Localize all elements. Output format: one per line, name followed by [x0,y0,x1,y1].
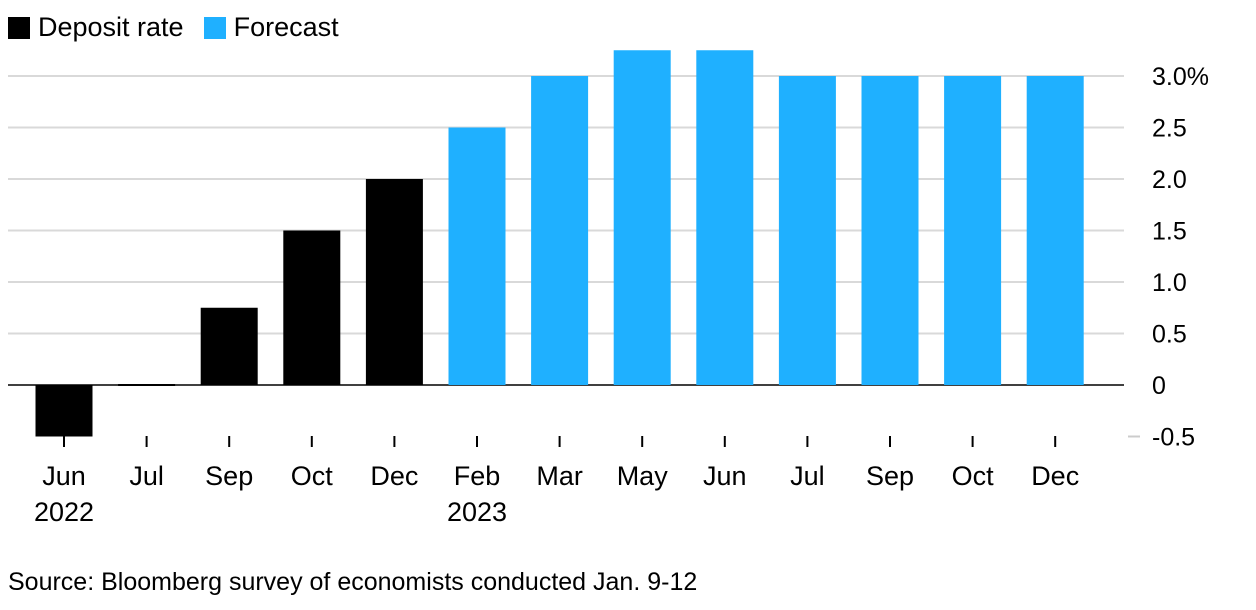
xtick-label: Mar [536,461,583,491]
ytick-label: 3.0% [1152,63,1209,91]
bar-deposit-rate [200,307,258,385]
legend-item-forecast: Forecast [203,12,339,43]
bar-forecast [696,50,754,385]
bar-forecast [861,76,919,385]
ytick-label: 1.5 [1152,218,1187,246]
legend-label-deposit-rate: Deposit rate [38,12,184,42]
xtick-label: Sep [866,461,914,491]
xtick-label: Feb [454,461,501,491]
bar-deposit-rate [35,385,93,437]
source-note: Source: Bloomberg survey of economists c… [8,568,698,596]
ytick-label: -0.5 [1152,424,1195,452]
ytick-label: 1.0 [1152,269,1187,297]
bar-forecast [944,76,1002,385]
bar-forecast [778,76,836,385]
bar-deposit-rate [283,230,341,385]
bar-forecast [1026,76,1084,385]
year-label: 2022 [34,497,94,527]
xtick-label: Jul [129,461,164,491]
legend: Deposit rate Forecast [8,12,359,43]
xtick-label: Jun [42,461,86,491]
xtick-label: May [617,461,669,491]
ytick-label: 2.0 [1152,166,1187,194]
bar-forecast [531,76,589,385]
year-label: 2023 [447,497,507,527]
xtick-label: Dec [1031,461,1079,491]
xtick-label: Dec [370,461,418,491]
xtick-label: Oct [291,461,334,491]
xtick-label: Jul [790,461,825,491]
bar-deposit-rate [365,179,423,385]
bar-deposit-rate [118,384,176,386]
xtick-label: Sep [205,461,253,491]
bar-chart: -0.5 0 0.5 1.0 1.5 2.0 2.5 3.0% Jun 2022 Jul Sep Oct… [8,50,1209,527]
legend-label-forecast: Forecast [233,12,339,42]
xtick-label: Oct [952,461,995,491]
ytick-label: 0.5 [1152,321,1187,349]
bar-forecast [448,127,506,385]
xtick-label: Jun [703,461,747,491]
legend-swatch-forecast [203,16,226,39]
ytick-label: 0 [1152,372,1166,400]
ytick-label: 2.5 [1152,115,1187,143]
legend-swatch-deposit-rate [8,16,30,39]
bar-forecast [613,50,671,385]
legend-item-deposit-rate: Deposit rate [8,12,184,43]
